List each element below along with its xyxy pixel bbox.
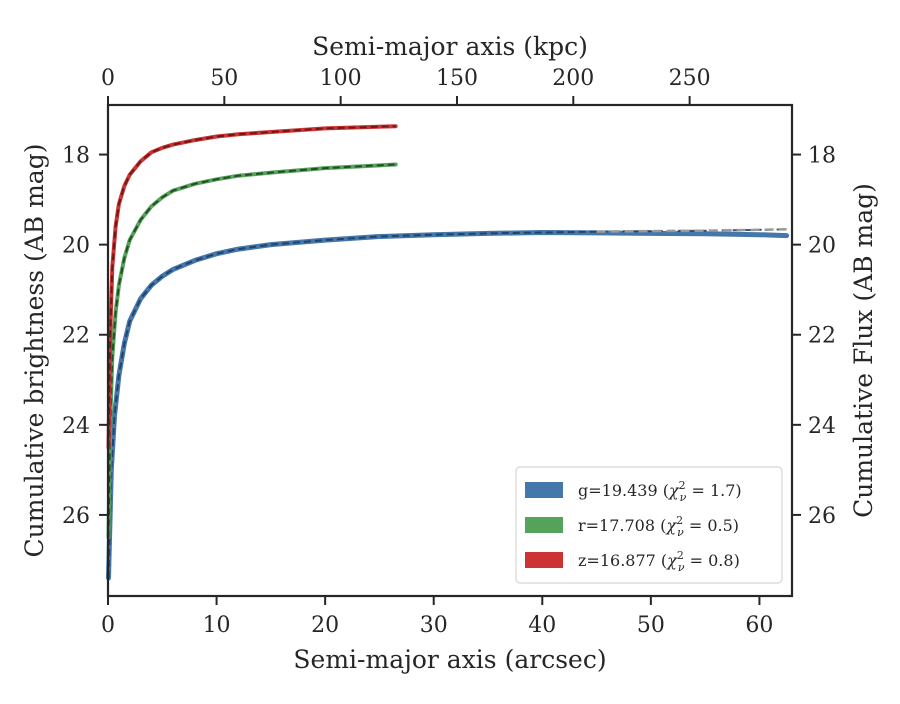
x-top-tick-label: 50 [210, 66, 238, 91]
series-line-1 [106, 162, 398, 540]
legend-chi-sub: ν [677, 526, 684, 539]
model-line-1 [107, 163, 396, 538]
legend-chi-sub: ν [680, 491, 687, 504]
y-left-tick-label: 24 [62, 414, 90, 439]
y-right-axis-title: Cumulative Flux (AB mag) [849, 183, 878, 518]
series-layer [106, 124, 790, 581]
legend-chi-sup: 2 [679, 479, 686, 492]
x-bottom-tick-label: 50 [637, 613, 665, 638]
legend-box [515, 466, 783, 584]
legend-chi-value: = 0.5) [684, 516, 739, 535]
series-line-0 [106, 230, 790, 581]
y-left-axis-title: Cumulative brightness (AB mag) [20, 144, 49, 558]
model-line-0 [107, 228, 787, 579]
y-right-tick-label: 24 [808, 414, 836, 439]
y-left-tick-label: 18 [62, 144, 90, 169]
x-top-axis-title: Semi-major axis (kpc) [312, 32, 588, 61]
legend-chi-symbol: χ [665, 516, 677, 535]
legend-chi-sub: ν [678, 561, 685, 574]
x-bottom-tick-label: 30 [420, 613, 448, 638]
legend-swatch-2 [525, 552, 563, 568]
legend-label-0: g=19.439 (χ2 ν = 1.7) [578, 479, 742, 504]
y-left-tick-label: 20 [62, 234, 90, 259]
x-bottom-tick-label: 20 [311, 613, 339, 638]
legend-chi-sup: 2 [676, 514, 683, 527]
x-top-tick-label: 250 [669, 66, 711, 91]
x-bottom-tick-label: 0 [101, 613, 115, 638]
legend-chi-symbol: χ [666, 551, 678, 570]
x-top-tick-label: 200 [552, 66, 594, 91]
legend-chi-symbol: χ [668, 481, 680, 500]
x-top-tick-label: 150 [436, 66, 478, 91]
legend-chi-value: = 1.7) [686, 481, 741, 500]
legend-label-1: r=17.708 (χ2 ν = 0.5) [578, 514, 739, 539]
legend-label-2: z=16.877 (χ2 ν = 0.8) [578, 549, 740, 574]
legend-swatch-0 [525, 482, 563, 498]
legend: g=19.439 (χ2 ν = 1.7) r=17.708 (χ2 ν = 0.5)… [515, 466, 783, 584]
x-top-tick-label: 100 [320, 66, 362, 91]
legend-swatch-1 [525, 517, 563, 533]
x-top-tick-label: 0 [101, 66, 115, 91]
x-bottom-tick-label: 40 [528, 613, 556, 638]
x-bottom-tick-label: 60 [745, 613, 773, 638]
legend-chi-sup: 2 [677, 549, 684, 562]
series-line-2 [106, 124, 398, 450]
x-bottom-tick-label: 10 [203, 613, 231, 638]
y-right-tick-label: 26 [808, 504, 836, 529]
model-extension-line [596, 228, 787, 233]
plot-frame [106, 103, 794, 598]
y-left-tick-label: 26 [62, 504, 90, 529]
y-left-tick-label: 22 [62, 324, 90, 349]
x-bottom-axis-title: Semi-major axis (arcsec) [293, 645, 606, 674]
y-right-tick-label: 20 [808, 234, 836, 259]
y-right-tick-label: 18 [808, 144, 836, 169]
axes-layer: 0 10 20 30 40 50 600 50 100 150 200 250182022242618… [20, 32, 878, 674]
y-right-tick-label: 22 [808, 324, 836, 349]
legend-chi-value: = 0.8) [685, 551, 740, 570]
